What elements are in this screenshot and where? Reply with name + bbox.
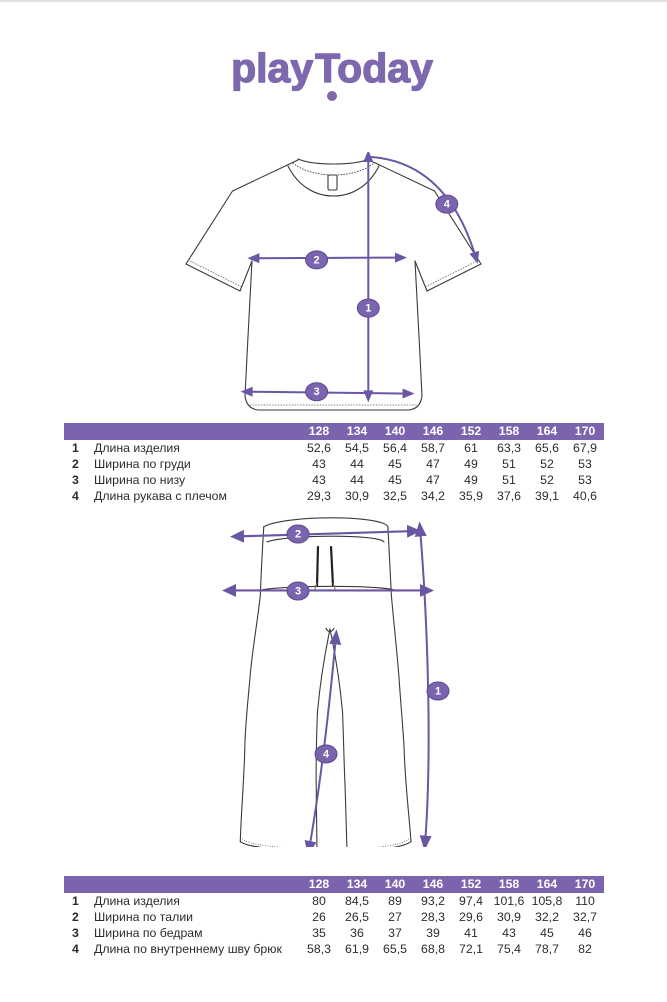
svg-text:3: 3 <box>314 386 320 398</box>
svg-text:4: 4 <box>323 749 330 761</box>
svg-text:playToday: playToday <box>231 45 433 91</box>
svg-text:4: 4 <box>444 199 451 211</box>
svg-text:3: 3 <box>295 586 301 598</box>
svg-text:1: 1 <box>365 303 371 315</box>
svg-text:2: 2 <box>314 254 320 266</box>
svg-text:2: 2 <box>295 529 301 541</box>
svg-text:1: 1 <box>435 686 441 698</box>
